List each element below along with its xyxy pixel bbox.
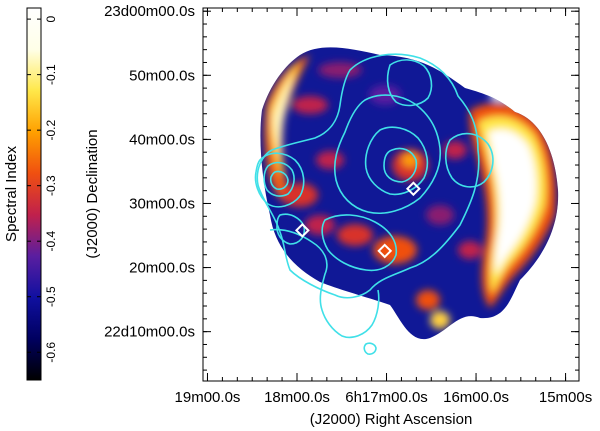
contour-southeast xyxy=(269,228,380,339)
contour-east-1 xyxy=(254,152,305,208)
y-tick-label: 20m00.0s xyxy=(129,260,195,277)
intensity-contours xyxy=(254,53,494,355)
contour-mid-3 xyxy=(383,147,418,183)
colorbar: 0 -0.1 -0.2 -0.3 -0.4 -0.5 -0.6 Spectral Index xyxy=(3,7,58,381)
colorbar-tick-label: -0.4 xyxy=(44,231,58,252)
colorbar-tick-label: -0.2 xyxy=(44,119,58,140)
colorbar-label: Spectral Index xyxy=(3,146,20,242)
x-tick-label: 6h17m00.0s xyxy=(345,389,428,406)
x-tick-label: 16m00.0s xyxy=(443,389,509,406)
spectral-index-image xyxy=(260,47,559,340)
x-tick-label: 18m00.0s xyxy=(264,389,330,406)
y-tick-label: 30m00.0s xyxy=(129,195,195,212)
diamond-marker xyxy=(294,222,310,238)
colorbar-scale xyxy=(26,7,42,381)
x-tick-label: 15m00s xyxy=(539,389,592,406)
plot-area: 19m00.0s 18m00.0s 6h17m00.0s 16m00.0s 15m00s… xyxy=(104,3,592,406)
contour-west xyxy=(444,132,494,188)
contour-mid-1 xyxy=(333,94,442,214)
y-tick-label: 23d00m00.0s xyxy=(104,3,195,20)
contour-outer xyxy=(256,53,480,299)
contour-south-1 xyxy=(321,214,398,272)
contour-south-2 xyxy=(276,213,306,245)
diamond-marker xyxy=(405,181,421,197)
y-axis-title: (J2000) Declination xyxy=(84,129,101,258)
colorbar-tick-label: -0.6 xyxy=(44,342,58,363)
y-tick-label: 40m00.0s xyxy=(129,131,195,148)
colorbar-tick-label: -0.5 xyxy=(44,286,58,307)
contour-northwest xyxy=(386,59,433,107)
colorbar-tick-label: -0.3 xyxy=(44,175,58,196)
plot-frame xyxy=(202,7,580,382)
x-axis-title: (J2000) Right Ascension xyxy=(310,411,473,428)
emission-texture xyxy=(264,55,557,329)
y-tick-label: 22d10m00.0s xyxy=(104,324,195,341)
x-tick-label: 19m00.0s xyxy=(175,389,241,406)
contour-east-3 xyxy=(269,170,289,190)
contour-east-2 xyxy=(263,161,295,197)
source-markers xyxy=(294,181,421,259)
y-tick-label: 50m00.0s xyxy=(129,67,195,84)
colorbar-tick-label: 0 xyxy=(44,15,58,22)
contour-small-south xyxy=(363,342,377,355)
diamond-marker xyxy=(377,243,393,259)
colorbar-tick-label: -0.1 xyxy=(44,64,58,85)
